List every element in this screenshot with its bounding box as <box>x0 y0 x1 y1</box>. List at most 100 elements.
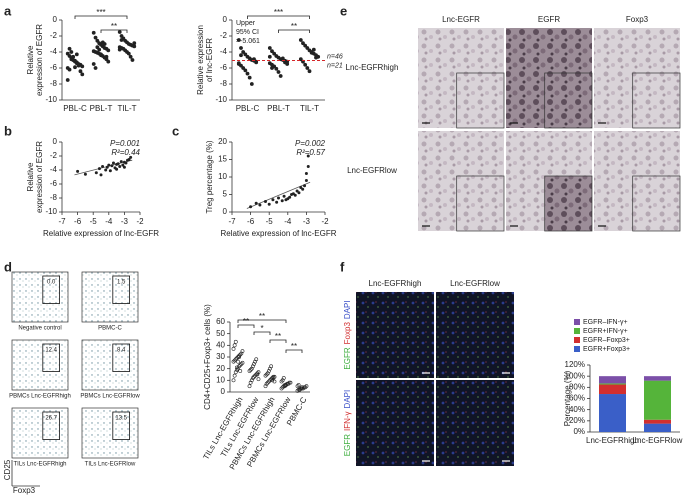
data-point <box>284 383 288 387</box>
reference-label: 95% CI <box>236 29 259 36</box>
flow-plot <box>81 407 139 459</box>
legend-swatch <box>574 319 580 325</box>
x-tick-label: Lnc-EGFRhigh <box>586 436 639 445</box>
x-tick-label: -6 <box>74 217 82 226</box>
reference-label: =-5.061 <box>236 38 260 45</box>
significance-label: ** <box>111 22 117 31</box>
data-point <box>69 50 74 54</box>
data-point <box>300 385 304 390</box>
ihc-inset <box>456 72 505 129</box>
data-point <box>269 377 274 382</box>
data-point <box>295 384 300 389</box>
data-point <box>117 30 122 34</box>
y-axis-label: Relative expression <box>196 25 205 95</box>
stain-name: DAPI <box>343 300 352 319</box>
y-tick-label: -6 <box>50 179 58 188</box>
panel-letter: f <box>340 259 345 274</box>
row-label: Lnc-EGFRlow <box>347 166 397 175</box>
data-point <box>249 378 254 383</box>
data-point <box>247 369 252 373</box>
x-tick-label: -7 <box>228 217 236 226</box>
y-tick-label: -2 <box>220 31 228 40</box>
x-axis-label: Relative expression of lnc-EGFR <box>43 229 159 238</box>
data-point <box>80 72 85 77</box>
y-tick-label: -2 <box>50 31 58 40</box>
data-point <box>301 41 305 46</box>
data-point <box>238 369 243 373</box>
data-point <box>267 54 272 59</box>
data-point <box>73 65 77 70</box>
gate-value: 1.5 <box>117 280 126 286</box>
data-point <box>284 198 288 202</box>
x-tick-label: -3 <box>121 217 129 226</box>
data-point <box>258 203 262 207</box>
data-point <box>119 38 124 42</box>
data-point <box>104 54 109 59</box>
data-point <box>279 379 284 384</box>
y-tick-label: 60 <box>216 317 225 326</box>
data-point <box>272 374 277 379</box>
significance-bracket <box>269 339 287 343</box>
data-point <box>94 171 98 175</box>
data-point <box>309 50 314 55</box>
data-point <box>108 169 112 173</box>
y-tick-label: 10 <box>216 375 225 384</box>
fluorescence-image <box>356 380 434 466</box>
flow-gate <box>112 343 131 372</box>
data-point <box>254 372 259 377</box>
data-point <box>265 371 270 376</box>
data-point <box>280 385 285 390</box>
bar-segment <box>599 394 626 432</box>
x-tick-label: TIL-T <box>117 104 136 113</box>
significance-label: ** <box>243 317 249 326</box>
data-point <box>241 66 246 70</box>
data-point <box>252 362 256 366</box>
data-point <box>93 35 98 40</box>
flow-plot <box>11 339 69 391</box>
data-point <box>236 61 241 66</box>
data-point <box>281 376 286 380</box>
y-tick-label: 120% <box>565 360 585 369</box>
data-point <box>97 47 102 52</box>
data-point <box>263 384 268 389</box>
y-tick-label: -2 <box>50 151 58 160</box>
data-point <box>300 386 304 391</box>
data-point <box>264 372 269 377</box>
flow-gate <box>42 275 60 304</box>
data-point <box>254 357 259 362</box>
y-tick-label: -4 <box>220 47 228 56</box>
stain-name: EGFR <box>343 434 352 456</box>
data-point <box>243 68 248 73</box>
data-point <box>291 192 295 196</box>
y-tick-label: 0 <box>53 15 58 24</box>
y-axis-label: expression of EGFR <box>35 24 44 96</box>
stat-label: R²=0.44 <box>111 148 140 157</box>
flow-axis-arrows <box>11 460 40 487</box>
data-point <box>132 44 137 49</box>
ihc-inset <box>544 175 593 232</box>
data-point <box>278 74 283 78</box>
data-point <box>303 184 307 188</box>
data-point <box>266 369 271 373</box>
data-point <box>282 194 286 198</box>
y-tick-label: -6 <box>220 63 228 72</box>
panel-letter: b <box>4 123 12 138</box>
data-point <box>106 59 111 64</box>
stain-name: DAPI <box>343 390 352 409</box>
data-point <box>65 78 70 82</box>
gate-value: 13.5 <box>115 416 127 422</box>
data-point <box>285 62 290 66</box>
ihc-inset <box>544 72 593 129</box>
column-header: EGFR <box>538 15 560 24</box>
y-tick-label: 20% <box>569 416 585 425</box>
data-point <box>280 378 285 383</box>
data-point <box>236 366 240 371</box>
data-point <box>288 380 293 385</box>
flow-label: PBMCs Lnc-EGFRhigh <box>9 394 71 400</box>
data-point <box>241 50 246 54</box>
y-tick-label: -4 <box>50 47 58 56</box>
legend-label: EGFR–IFN-γ+ <box>583 319 628 326</box>
data-point <box>239 63 243 68</box>
x-tick-label: -5 <box>266 217 274 226</box>
data-point <box>282 384 287 389</box>
